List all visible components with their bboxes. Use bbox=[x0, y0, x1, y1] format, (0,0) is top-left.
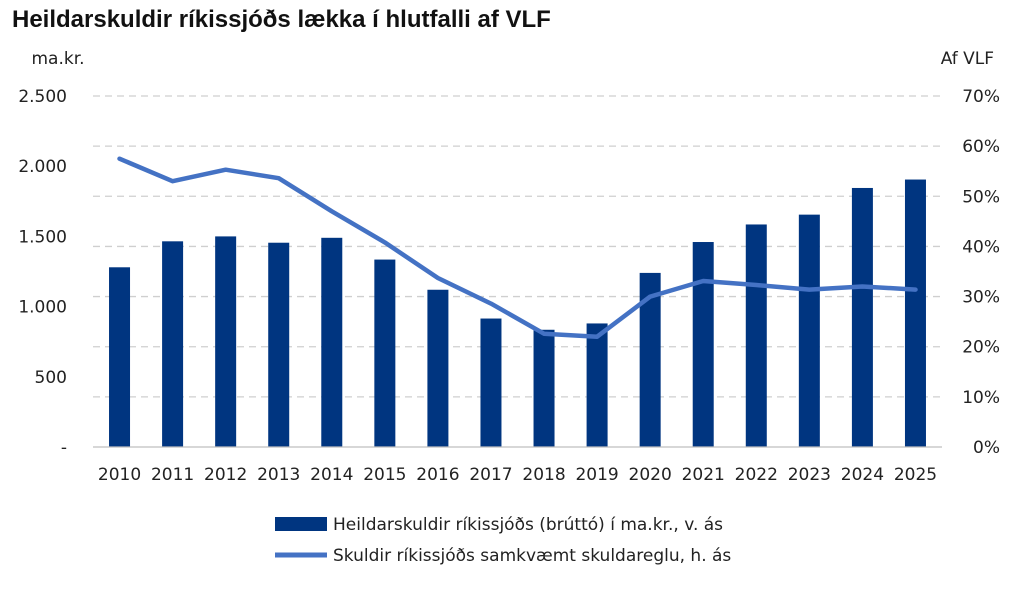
right-tick-label: 0% bbox=[973, 438, 1000, 458]
x-tick-label: 2017 bbox=[469, 465, 512, 485]
legend-bar-swatch bbox=[275, 517, 327, 531]
legend: Heildarskuldir ríkissjóðs (brúttó) í ma.… bbox=[275, 515, 731, 566]
left-axis-unit: ma.kr. bbox=[31, 49, 84, 69]
right-tick-label: 40% bbox=[962, 237, 1000, 257]
line-point bbox=[489, 302, 493, 306]
right-tick-label: 50% bbox=[962, 187, 1000, 207]
line-point bbox=[860, 285, 864, 289]
left-tick-label: - bbox=[61, 438, 67, 458]
x-tick-label: 2023 bbox=[788, 465, 831, 485]
line-point bbox=[701, 279, 705, 283]
bar bbox=[798, 214, 820, 447]
line-point bbox=[277, 176, 281, 180]
x-tick-label: 2019 bbox=[575, 465, 618, 485]
line-point bbox=[224, 168, 228, 172]
line-point bbox=[171, 179, 175, 183]
line-point bbox=[754, 283, 758, 287]
left-tick-label: 500 bbox=[35, 368, 67, 388]
right-tick-label: 10% bbox=[962, 388, 1000, 408]
x-tick-label: 2015 bbox=[363, 465, 406, 485]
line-point bbox=[807, 288, 811, 292]
x-tick-label: 2018 bbox=[522, 465, 565, 485]
x-tick-label: 2016 bbox=[416, 465, 459, 485]
x-tick-label: 2012 bbox=[204, 465, 247, 485]
line-point bbox=[595, 335, 599, 339]
x-tick-label: 2021 bbox=[682, 465, 725, 485]
right-tick-label: 20% bbox=[962, 338, 1000, 358]
bar bbox=[586, 323, 608, 447]
bar bbox=[374, 259, 396, 447]
left-tick-label: 1.000 bbox=[18, 298, 67, 318]
bar bbox=[745, 224, 767, 447]
bar bbox=[533, 329, 555, 447]
line-point bbox=[542, 332, 546, 336]
bar bbox=[162, 241, 184, 447]
right-tick-label: 70% bbox=[962, 87, 1000, 107]
left-tick-label: 2.000 bbox=[18, 157, 67, 177]
right-tick-label: 60% bbox=[962, 137, 1000, 157]
x-tick-label: 2022 bbox=[735, 465, 778, 485]
x-axis-ticks: 2010 2011 2012 2013 2014 2015 2016 2017 2018 2019… bbox=[98, 465, 937, 485]
bar bbox=[851, 187, 873, 447]
line-series bbox=[117, 156, 918, 339]
gridlines bbox=[93, 95, 942, 398]
bar bbox=[427, 289, 449, 447]
legend-line-label: Skuldir ríkissjóðs samkvæmt skuldareglu,… bbox=[333, 546, 731, 566]
x-tick-label: 2010 bbox=[98, 465, 141, 485]
chart-title: Heildarskuldir ríkissjóðs lækka í hlutfa… bbox=[12, 6, 551, 33]
line-point bbox=[383, 240, 387, 244]
line-point bbox=[330, 209, 334, 213]
line-path bbox=[117, 156, 918, 339]
left-tick-label: 1.500 bbox=[18, 227, 67, 247]
left-axis-ticks: - 500 1.000 1.500 2.000 2.500 bbox=[18, 87, 67, 458]
x-tick-label: 2011 bbox=[151, 465, 194, 485]
legend-bar-label: Heildarskuldir ríkissjóðs (brúttó) í ma.… bbox=[333, 515, 723, 535]
line-point bbox=[118, 157, 122, 161]
bar bbox=[321, 237, 343, 447]
x-tick-label: 2025 bbox=[894, 465, 937, 485]
right-axis-unit: Af VLF bbox=[941, 49, 994, 69]
x-tick-label: 2014 bbox=[310, 465, 353, 485]
bar bbox=[268, 242, 290, 447]
line-point bbox=[436, 276, 440, 280]
line-point bbox=[913, 288, 917, 292]
x-tick-label: 2020 bbox=[629, 465, 672, 485]
bar bbox=[480, 318, 502, 447]
x-tick-label: 2024 bbox=[841, 465, 884, 485]
x-tick-label: 2013 bbox=[257, 465, 300, 485]
bar-series bbox=[109, 179, 926, 447]
right-axis-ticks: 0% 10% 20% 30% 40% 50% 60% 70% bbox=[962, 87, 1000, 458]
bar bbox=[904, 179, 926, 447]
right-tick-label: 30% bbox=[962, 288, 1000, 308]
left-tick-label: 2.500 bbox=[18, 87, 67, 107]
bar bbox=[639, 272, 661, 447]
bar bbox=[109, 267, 131, 447]
bar bbox=[692, 242, 714, 447]
bar bbox=[215, 236, 237, 447]
line-point bbox=[648, 295, 652, 299]
